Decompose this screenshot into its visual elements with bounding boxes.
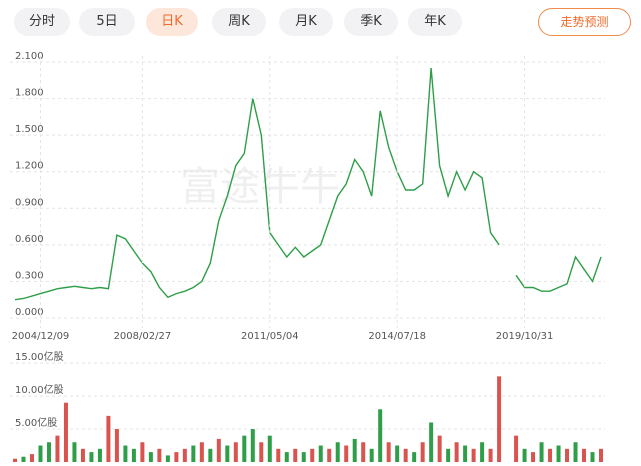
volume-bar xyxy=(497,376,502,462)
tab-active[interactable]: 日K xyxy=(146,8,198,36)
volume-bar xyxy=(174,452,179,462)
y-tick-label: 10.00亿股 xyxy=(15,383,64,396)
volume-bar xyxy=(369,448,374,462)
volume-bar xyxy=(140,442,145,462)
volume-bar xyxy=(590,452,595,462)
volume-bar xyxy=(259,442,264,462)
forecast-button[interactable]: 走势预测 xyxy=(538,8,631,36)
y-tick-label: 0.300 xyxy=(15,270,44,281)
price-line xyxy=(14,68,602,301)
volume-bar xyxy=(344,445,349,462)
volume-bar xyxy=(480,442,485,462)
volume-bar xyxy=(531,452,536,462)
y-tick-label: 5.00亿股 xyxy=(15,416,57,429)
volume-bar xyxy=(284,452,289,462)
volume-bar xyxy=(403,448,408,462)
volume-bar xyxy=(29,454,34,462)
tab[interactable]: 季K xyxy=(344,8,398,36)
y-tick-label: 15.00亿股 xyxy=(15,350,64,363)
x-tick-label: 2019/10/31 xyxy=(496,331,554,342)
volume-bar xyxy=(352,438,357,462)
y-tick-label: 0.000 xyxy=(15,307,44,318)
volume-bar xyxy=(97,448,102,462)
volume-bar xyxy=(488,448,493,462)
volume-bar xyxy=(63,402,68,462)
volume-bar xyxy=(191,445,196,462)
volume-bar xyxy=(327,448,332,462)
y-tick-label: 1.800 xyxy=(15,88,44,99)
volume-bar xyxy=(165,455,170,462)
volume-bar xyxy=(216,438,221,462)
volume-bar xyxy=(123,445,128,462)
y-tick-label: 0.600 xyxy=(15,234,44,245)
volume-bar xyxy=(395,445,400,462)
volume-bar xyxy=(565,448,570,462)
volume-bar xyxy=(106,415,111,462)
volume-bar xyxy=(80,448,85,462)
tab[interactable]: 5日 xyxy=(79,8,135,36)
volume-bar xyxy=(38,445,43,462)
volume-bar xyxy=(378,409,383,462)
x-tick-label: 2008/02/27 xyxy=(114,331,172,342)
x-tick-label: 2011/05/04 xyxy=(241,331,299,342)
x-tick-label: 2004/12/09 xyxy=(12,331,70,342)
volume-bar xyxy=(225,445,230,462)
volume-bar xyxy=(55,435,60,462)
volume-bar xyxy=(131,448,136,462)
volume-bar xyxy=(293,448,298,462)
y-tick-label: 1.500 xyxy=(15,124,44,135)
tab[interactable]: 分时 xyxy=(14,8,70,36)
tab[interactable]: 年K xyxy=(408,8,462,36)
volume-bar xyxy=(548,448,553,462)
volume-bar xyxy=(242,435,247,462)
volume-bar xyxy=(250,429,255,462)
volume-bar xyxy=(573,442,578,462)
volume-bar xyxy=(157,448,162,462)
volume-bar xyxy=(46,442,51,462)
volume-bar xyxy=(114,429,119,462)
volume-bar xyxy=(21,456,26,462)
volume-bar xyxy=(208,448,213,462)
watermark: 富途牛牛 xyxy=(180,164,340,210)
volume-bar xyxy=(582,448,587,462)
tab[interactable]: 月K xyxy=(279,8,333,36)
y-tick-label: 1.200 xyxy=(15,161,44,172)
volume-bar xyxy=(556,445,561,462)
volume-bar xyxy=(301,452,306,462)
volume-bar xyxy=(199,442,204,462)
volume-bar xyxy=(539,442,544,462)
volume-bar xyxy=(310,448,315,462)
volume-bar xyxy=(514,435,519,462)
volume-bar xyxy=(148,452,153,462)
volume-bar xyxy=(318,445,323,462)
y-tick-label: 0.900 xyxy=(15,197,44,208)
volume-bar xyxy=(437,435,442,462)
volume-bar xyxy=(420,442,425,462)
x-tick-label: 2014/07/18 xyxy=(368,331,426,342)
volume-bar xyxy=(412,452,417,462)
volume-bar xyxy=(463,445,468,462)
volume-bar xyxy=(599,448,603,462)
tab[interactable]: 周K xyxy=(212,8,266,36)
volume-bar xyxy=(361,442,366,462)
volume-bar xyxy=(233,442,238,462)
volume-bar xyxy=(446,448,451,462)
volume-bar xyxy=(13,458,17,462)
volume-bar xyxy=(386,442,391,462)
volume-bar xyxy=(335,442,340,462)
volume-bar xyxy=(429,422,434,462)
volume-bar xyxy=(89,452,94,462)
volume-bar xyxy=(522,448,527,462)
volume-bar xyxy=(182,448,187,462)
y-tick-label: 2.100 xyxy=(15,51,44,62)
volume-bar xyxy=(454,442,459,462)
volume-bar xyxy=(72,442,77,462)
volume-bar xyxy=(471,448,476,462)
volume-bar xyxy=(267,435,272,462)
volume-bar xyxy=(276,448,281,462)
